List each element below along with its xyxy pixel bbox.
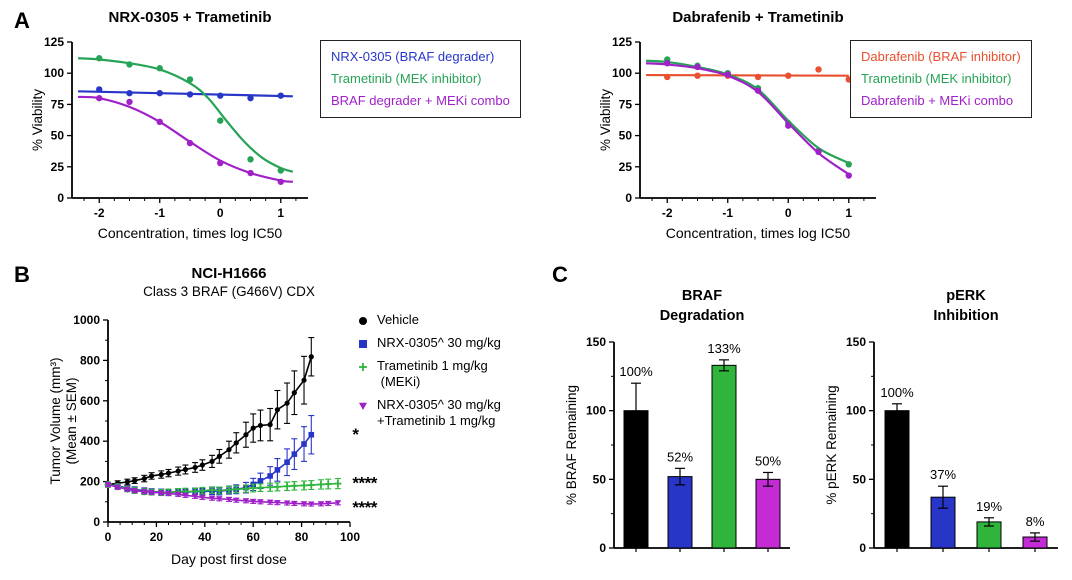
svg-text:100: 100 bbox=[612, 66, 632, 80]
braf-degradation-bar-chart: BRAF Degradation 0 50 100 150 % BRAF Remaining… bbox=[564, 288, 790, 555]
svg-text:1000: 1000 bbox=[73, 313, 100, 327]
svg-text:75: 75 bbox=[619, 97, 633, 111]
svg-text:20: 20 bbox=[150, 530, 164, 544]
legend-item: NRX-0305^ 30 mg/kg +Trametinib 1 mg/kg bbox=[356, 397, 501, 429]
legend-item-label: Trametinib 1 mg/kg (MEKi) bbox=[377, 358, 488, 389]
svg-text:0: 0 bbox=[785, 206, 792, 220]
svg-text:50: 50 bbox=[593, 472, 607, 486]
svg-text:-1: -1 bbox=[722, 206, 733, 220]
x-axis-label: Day post first dose bbox=[171, 551, 287, 567]
svg-text:600: 600 bbox=[80, 394, 100, 408]
svg-text:60: 60 bbox=[247, 530, 261, 544]
panel-a-label: A bbox=[14, 8, 30, 33]
bar-value-label: 8% bbox=[1026, 514, 1045, 529]
y-axis-label: % BRAF Remaining bbox=[564, 385, 579, 505]
y-axis-label: % pERK Remaining bbox=[824, 385, 839, 504]
legend-tumor-volume-chart: Vehicle NRX-0305^ 30 mg/kg Trametinib 1 mg… bbox=[356, 312, 501, 436]
svg-text:800: 800 bbox=[80, 353, 100, 367]
svg-text:200: 200 bbox=[80, 475, 100, 489]
svg-text:150: 150 bbox=[586, 335, 606, 349]
svg-text:125: 125 bbox=[612, 35, 632, 49]
svg-text:25: 25 bbox=[619, 160, 633, 174]
chart-title: Dabrafenib + Trametinib bbox=[672, 9, 843, 26]
y-axis-label: % Viability bbox=[30, 89, 45, 151]
svg-text:100: 100 bbox=[846, 404, 866, 418]
legend-item: Trametinib (MEK inhibitor) bbox=[861, 71, 1012, 86]
legend-item: Dabrafenib + MEKi combo bbox=[861, 93, 1014, 108]
svg-text:0: 0 bbox=[625, 191, 632, 205]
significance-annotation: **** bbox=[352, 498, 377, 517]
svg-text:400: 400 bbox=[80, 434, 100, 448]
legend-dabrafenib-chart: Dabrafenib (BRAF inhibitor) Trametinib (M… bbox=[850, 40, 1032, 118]
legend-item: Trametinib 1 mg/kg (MEKi) bbox=[356, 358, 501, 390]
svg-text:150: 150 bbox=[846, 335, 866, 349]
legend-item: NRX-0305^ 30 mg/kg bbox=[356, 335, 501, 351]
svg-text:0: 0 bbox=[57, 191, 64, 205]
svg-text:0: 0 bbox=[859, 541, 866, 555]
svg-text:-2: -2 bbox=[662, 206, 673, 220]
svg-text:125: 125 bbox=[44, 35, 64, 49]
panel-c-label: C bbox=[552, 262, 568, 287]
legend-item-label: NRX-0305^ 30 mg/kg bbox=[377, 335, 501, 350]
svg-text:100: 100 bbox=[44, 66, 64, 80]
bar-value-label: 100% bbox=[619, 364, 653, 379]
perk-inhibition-bar-chart: pERK Inhibition 0 50 100 150 % pERK Remaining 1… bbox=[824, 288, 1058, 555]
legend-item-label: Vehicle bbox=[377, 312, 419, 327]
plus-marker-icon bbox=[359, 363, 367, 371]
legend-item: Vehicle bbox=[356, 312, 501, 328]
chart-subtitle: Class 3 BRAF (G466V) CDX bbox=[143, 284, 315, 299]
svg-text:-2: -2 bbox=[94, 206, 105, 220]
x-axis-label: Concentration, times log IC50 bbox=[666, 225, 851, 241]
legend-item: NRX-0305 (BRAF degrader) bbox=[331, 49, 495, 64]
svg-text:-1: -1 bbox=[154, 206, 165, 220]
chart-title: pERK bbox=[946, 288, 986, 304]
svg-text:0: 0 bbox=[93, 515, 100, 529]
svg-text:1: 1 bbox=[845, 206, 852, 220]
chart-title: Inhibition bbox=[933, 308, 998, 324]
svg-text:100: 100 bbox=[586, 404, 606, 418]
svg-text:80: 80 bbox=[295, 530, 309, 544]
y-axis-label: % Viability bbox=[598, 89, 613, 151]
svg-text:0: 0 bbox=[105, 530, 112, 544]
svg-text:0: 0 bbox=[599, 541, 606, 555]
chart-title: Degradation bbox=[660, 308, 745, 324]
svg-text:75: 75 bbox=[51, 97, 65, 111]
svg-text:25: 25 bbox=[51, 160, 65, 174]
legend-item: BRAF degrader + MEKi combo bbox=[331, 93, 510, 108]
svg-text:1: 1 bbox=[277, 206, 284, 220]
svg-text:50: 50 bbox=[619, 129, 633, 143]
chart-title: NCI-H1666 bbox=[191, 265, 266, 282]
triangle-down-marker-icon bbox=[359, 402, 367, 410]
x-axis-label: Concentration, times log IC50 bbox=[98, 225, 283, 241]
bar-value-label: 50% bbox=[755, 453, 781, 468]
svg-text:50: 50 bbox=[51, 129, 65, 143]
chart-title: NRX-0305 + Trametinib bbox=[109, 9, 272, 26]
significance-annotation: * bbox=[352, 425, 359, 444]
bar-value-label: 100% bbox=[880, 385, 914, 400]
svg-text:40: 40 bbox=[198, 530, 212, 544]
y-axis-label-2: (Mean ± SEM) bbox=[64, 378, 79, 465]
svg-text:100: 100 bbox=[340, 530, 360, 544]
svg-text:0: 0 bbox=[217, 206, 224, 220]
legend-item: Trametinib (MEK inhibitor) bbox=[331, 71, 482, 86]
chart-title: BRAF bbox=[682, 288, 722, 304]
bar-value-label: 37% bbox=[930, 467, 956, 482]
bar-value-label: 133% bbox=[707, 341, 741, 356]
legend-item: Dabrafenib (BRAF inhibitor) bbox=[861, 49, 1021, 64]
bar-value-label: 52% bbox=[667, 449, 693, 464]
significance-annotation: **** bbox=[352, 474, 377, 493]
bar-value-label: 19% bbox=[976, 499, 1002, 514]
square-marker-icon bbox=[359, 340, 367, 348]
panel-b-label: B bbox=[14, 262, 30, 287]
y-axis-label: Tumor Volume (mm³) bbox=[48, 357, 63, 484]
svg-text:50: 50 bbox=[853, 472, 867, 486]
legend-item-label: NRX-0305^ 30 mg/kg +Trametinib 1 mg/kg bbox=[377, 397, 501, 428]
circle-marker-icon bbox=[359, 317, 367, 325]
legend-nrx0305-chart: NRX-0305 (BRAF degrader) Trametinib (MEK … bbox=[320, 40, 521, 118]
dose-response-chart-nrx0305-trametinib: NRX-0305 + Trametinib 0 25 50 75 100 125 -2 -1 0 1… bbox=[30, 9, 308, 241]
dose-response-chart-dabrafenib-trametinib: Dabrafenib + Trametinib 0 25 50 75 100 125 -2 -1… bbox=[598, 9, 876, 241]
